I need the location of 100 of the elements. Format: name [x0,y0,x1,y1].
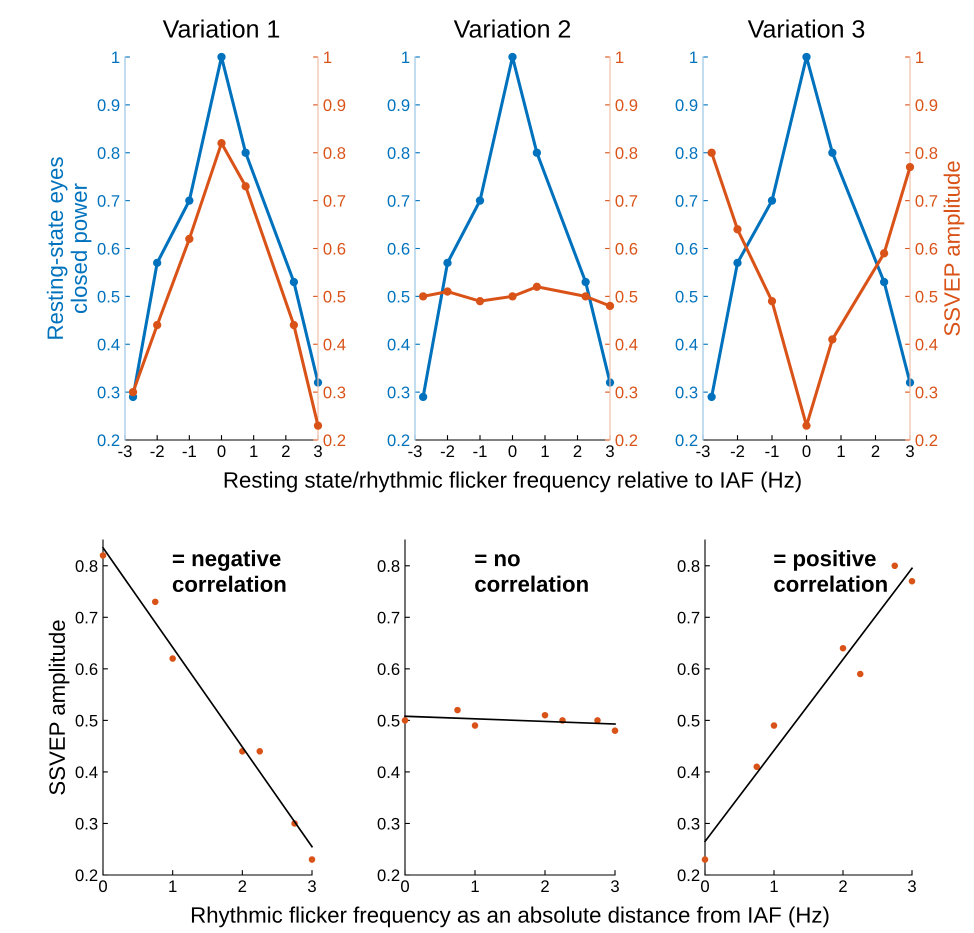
point [581,292,590,301]
y2-tick-label: 0.9 [616,99,638,112]
y-tick-label: 0.4 [676,338,698,350]
point [880,278,888,286]
point [707,148,716,157]
x-tick-label: -1 [182,445,196,457]
point [532,148,542,157]
x-tick-label: 2 [839,880,847,892]
x-tick-label: -3 [696,445,710,458]
y-tick-label: 0.4 [378,766,400,778]
y-tick-label: 0.6 [388,242,410,255]
point [443,258,452,268]
annotation: = no correlation [475,554,588,592]
point [100,552,106,559]
point [702,856,708,863]
point [880,249,888,258]
y-tick-label: 0.8 [378,560,400,572]
y-tick-label: 0.8 [678,560,700,572]
point [476,196,484,205]
x-axis-title: Rhythmic flicker frequency as an absolute distance from IAF (Hz) [192,906,829,928]
y-tick-label: 0.5 [378,714,400,727]
point [153,258,162,268]
y-tick-label: 0.3 [678,818,700,830]
point [476,296,484,306]
y-tick-label: 0.5 [98,290,120,303]
y-tick-label: 0.8 [76,560,98,572]
point [169,655,176,662]
y-tick-label: 0.7 [378,612,400,624]
point [612,727,618,734]
x-axis-title: Resting state/rhythmic flicker frequency relative to IAF (Hz) [224,472,801,492]
point [217,139,226,148]
annotation: = negative correlation [172,550,286,592]
y2-tick-label: 0.5 [324,290,346,303]
x-tick-label: 1 [472,880,479,892]
y-tick-label: 0.6 [378,663,400,676]
point [768,296,776,306]
y-axis-title: Resting-state eyes closed power [46,157,92,339]
y-tick-label: 0.5 [76,714,98,727]
point [185,234,194,244]
point [185,196,194,205]
x-tick-label: 1 [169,880,176,892]
y-tick-label: 1 [402,52,410,64]
point [891,562,898,570]
y-tick-label: 0.3 [378,818,400,830]
x-tick-label: 1 [770,880,778,892]
x-tick-label: 3 [314,445,322,458]
x-tick-label: -2 [150,445,164,457]
y-tick-label: 0.5 [676,290,698,303]
point [472,722,478,729]
x-tick-label: 2 [574,445,582,457]
y2-tick-label: 0.9 [916,99,938,112]
x-tick-label: -2 [440,445,454,457]
point [606,302,614,310]
y2-tick-label: 0.5 [616,290,638,303]
y-tick-label: 1 [690,52,698,64]
x-tick-label: 1 [838,445,845,457]
point [707,392,716,402]
point [733,225,742,234]
point [753,764,760,770]
x-tick-label: 0 [218,445,226,458]
y2-tick-label: 0.4 [916,338,938,350]
point [418,392,428,402]
x-tick-label: 2 [238,880,246,892]
y-tick-label: 0.2 [388,434,410,446]
x-tick-label: -1 [765,445,779,457]
y2-tick-label: 0.3 [616,386,638,398]
y-tick-label: 0.5 [388,290,410,303]
y-tick-label: 0.4 [76,766,98,778]
x-tick-label: 1 [250,445,258,457]
point [828,335,837,344]
x-tick-label: -1 [473,445,487,457]
chart-title: Variation 1 [162,19,280,38]
y-tick-label: 0.4 [678,766,700,778]
point [802,52,811,62]
y-tick-label: 0.7 [678,612,700,624]
x-tick-label: 2 [282,445,290,457]
y-tick-label: 0.3 [676,386,698,398]
y2-tick-label: 1 [916,52,924,64]
y-tick-label: 0.4 [388,338,410,350]
y-tick-label: 0.7 [98,195,120,207]
x-tick-label: 0 [701,880,709,892]
y2-tick-label: 0.2 [616,434,638,446]
y2-tick-label: 0.6 [324,242,346,255]
x-tick-label: -3 [118,445,132,458]
y2-axis-title: SSVEP amplitude [944,161,964,336]
y2-tick-label: 0.8 [324,147,346,159]
chart-title: Variation 2 [454,19,570,38]
x-tick-label: 0 [401,880,409,892]
y-tick-label: 0.8 [98,147,120,159]
y-tick-label: 0.7 [76,612,98,624]
y-tick-label: 0.2 [378,869,400,882]
chart-title: Variation 3 [748,19,864,38]
y-tick-label: 0.7 [676,195,698,207]
y-tick-label: 0.9 [98,99,120,112]
x-tick-label: -2 [730,445,744,457]
point [770,722,778,729]
y-tick-label: 0.2 [678,869,700,882]
point [733,258,742,268]
y2-tick-label: 1 [616,52,624,64]
y2-tick-label: 0.6 [916,242,938,255]
